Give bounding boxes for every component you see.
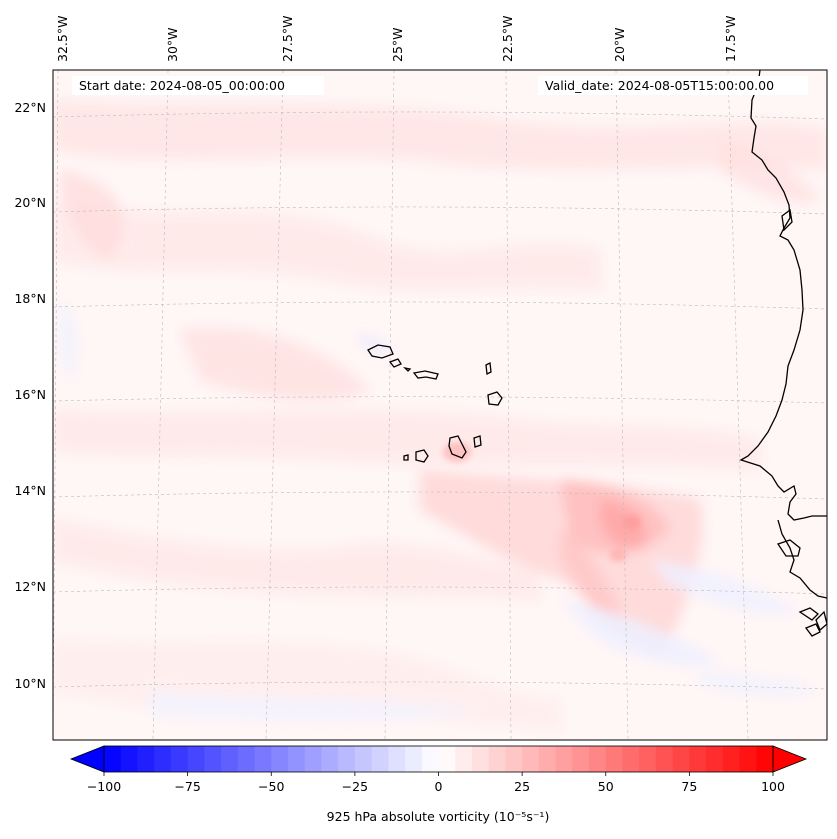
island-santo-antao bbox=[367, 344, 394, 359]
longitude-labels: 32.5°W 30°W 27.5°W 25°W 22.5°W 20°W 17.5… bbox=[55, 16, 738, 62]
colorbar-extend-min bbox=[69, 745, 105, 773]
colorbar-cell bbox=[706, 746, 724, 772]
colorbar-cell bbox=[421, 746, 439, 772]
island-santa-luzia bbox=[403, 366, 412, 372]
latitude-labels: 22°N 20°N 18°N 16°N 14°N 12°N 10°N bbox=[14, 100, 46, 691]
lat-label: 22°N bbox=[14, 100, 46, 115]
lon-label: 22.5°W bbox=[500, 16, 515, 62]
colorbar-cell bbox=[137, 746, 155, 772]
colorbar-cell bbox=[672, 746, 690, 772]
colorbar-tick-label: −100 bbox=[87, 779, 121, 794]
colorbar-cell bbox=[304, 746, 322, 772]
colorbar-cell bbox=[405, 746, 423, 772]
colorbar-cells bbox=[104, 746, 774, 772]
colorbar-cell bbox=[555, 746, 573, 772]
coastlines bbox=[367, 70, 827, 637]
island-sao-nicolau bbox=[412, 370, 439, 380]
colorbar-cell bbox=[522, 746, 540, 772]
island-maio bbox=[473, 435, 482, 448]
colorbar-cell bbox=[722, 746, 740, 772]
lon-label: 32.5°W bbox=[55, 16, 70, 62]
colorbar-cell bbox=[505, 746, 523, 772]
colorbar-tick-label: 0 bbox=[435, 779, 443, 794]
colorbar-cell bbox=[187, 746, 205, 772]
island-sao-vicente bbox=[388, 358, 402, 368]
colorbar-cell bbox=[254, 746, 272, 772]
colorbar-cell bbox=[287, 746, 306, 772]
colorbar-cell bbox=[739, 746, 757, 772]
colorbar-cell bbox=[271, 746, 289, 772]
colorbar-cell bbox=[488, 746, 506, 772]
colorbar-tick-label: −75 bbox=[174, 779, 200, 794]
colorbar-cell bbox=[589, 746, 607, 772]
valid-date-text: Valid_date: 2024-08-05T15:00:00.00 bbox=[545, 78, 774, 93]
colorbar-cell bbox=[237, 746, 255, 772]
lat-label: 16°N bbox=[14, 387, 46, 402]
colorbar-tick-label: −50 bbox=[258, 779, 284, 794]
island-brava bbox=[403, 454, 409, 461]
lat-label: 10°N bbox=[14, 676, 46, 691]
lon-label: 27.5°W bbox=[280, 16, 295, 62]
island-sal bbox=[485, 362, 492, 375]
colorbar-cell bbox=[354, 746, 373, 772]
vorticity-field bbox=[53, 70, 827, 740]
island-santiago bbox=[448, 435, 467, 459]
colorbar-cell bbox=[605, 746, 623, 772]
start-date-box: Start date: 2024-08-05_00:00:00 bbox=[72, 76, 324, 95]
colorbar-tick-label: 100 bbox=[761, 779, 785, 794]
colorbar-cell bbox=[371, 746, 389, 772]
africa-coastline bbox=[739, 70, 827, 521]
colorbar-cell bbox=[455, 746, 473, 772]
colorbar: −100 −75 −50 −25 0 25 50 75 100 925 hPa absolute… bbox=[69, 745, 808, 824]
colorbar-cell bbox=[655, 746, 674, 772]
colorbar-label: 925 hPa absolute vorticity (10⁻⁵s⁻¹) bbox=[327, 809, 550, 824]
colorbar-cell bbox=[321, 746, 339, 772]
colorbar-cell bbox=[204, 746, 222, 772]
colorbar-cell bbox=[104, 746, 122, 772]
colorbar-cell bbox=[689, 746, 707, 772]
colorbar-ticks: −100 −75 −50 −25 0 25 50 75 100 bbox=[87, 772, 785, 794]
island-fogo bbox=[415, 449, 429, 463]
colorbar-cell bbox=[572, 746, 590, 772]
gridlines bbox=[53, 70, 827, 740]
colorbar-tick-label: 75 bbox=[681, 779, 697, 794]
colorbar-tick-label: 25 bbox=[514, 779, 530, 794]
colorbar-cell bbox=[538, 746, 556, 772]
colorbar-tick-label: −25 bbox=[342, 779, 368, 794]
colorbar-cell bbox=[639, 746, 657, 772]
colorbar-tick-label: 50 bbox=[598, 779, 614, 794]
colorbar-cell bbox=[154, 746, 172, 772]
colorbar-cell bbox=[756, 746, 774, 772]
colorbar-cell bbox=[338, 746, 356, 772]
lon-label: 20°W bbox=[612, 27, 627, 62]
lon-label: 17.5°W bbox=[723, 16, 738, 62]
island-boa-vista bbox=[487, 391, 503, 406]
lat-label: 20°N bbox=[14, 195, 46, 210]
lat-label: 18°N bbox=[14, 291, 46, 306]
colorbar-cell bbox=[120, 746, 138, 772]
colorbar-cell bbox=[471, 746, 490, 772]
map-panel: Start date: 2024-08-05_00:00:00 Valid_da… bbox=[14, 16, 828, 741]
valid-date-box: Valid_date: 2024-08-05T15:00:00.00 bbox=[538, 76, 808, 95]
colorbar-cell bbox=[170, 746, 189, 772]
vorticity-shading bbox=[53, 100, 827, 730]
lon-label: 30°W bbox=[165, 27, 180, 62]
colorbar-cell bbox=[622, 746, 640, 772]
lon-label: 25°W bbox=[390, 27, 405, 62]
colorbar-cell bbox=[221, 746, 239, 772]
colorbar-extend-max bbox=[772, 745, 808, 773]
start-date-text: Start date: 2024-08-05_00:00:00 bbox=[79, 78, 285, 93]
lat-label: 12°N bbox=[14, 579, 46, 594]
map-frame bbox=[52, 69, 828, 741]
colorbar-cell bbox=[388, 746, 406, 772]
lat-label: 14°N bbox=[14, 483, 46, 498]
colorbar-cell bbox=[438, 746, 456, 772]
